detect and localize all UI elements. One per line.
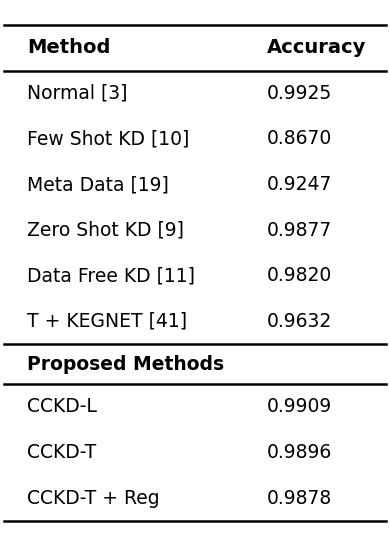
Text: Zero Shot KD [9]: Zero Shot KD [9]	[27, 221, 184, 240]
Text: 0.8670: 0.8670	[267, 130, 332, 148]
Text: 0.9877: 0.9877	[267, 221, 332, 240]
Text: Method: Method	[27, 38, 111, 57]
Text: 0.9896: 0.9896	[267, 443, 332, 462]
Text: CCKD-L: CCKD-L	[27, 398, 97, 416]
Text: Few Shot KD [10]: Few Shot KD [10]	[27, 130, 190, 148]
Text: 0.9820: 0.9820	[267, 266, 332, 285]
Text: CCKD-T + Reg: CCKD-T + Reg	[27, 489, 160, 508]
Text: Accuracy: Accuracy	[267, 38, 367, 57]
Text: T + KEGNET [41]: T + KEGNET [41]	[27, 312, 188, 331]
Text: 0.9909: 0.9909	[267, 398, 332, 416]
Text: Data Free KD [11]: Data Free KD [11]	[27, 266, 195, 285]
Text: Proposed Methods: Proposed Methods	[27, 355, 224, 374]
Text: 0.9632: 0.9632	[267, 312, 332, 331]
Text: 0.9247: 0.9247	[267, 175, 333, 194]
Text: 0.9878: 0.9878	[267, 489, 332, 508]
Text: Meta Data [19]: Meta Data [19]	[27, 175, 169, 194]
Text: 0.9925: 0.9925	[267, 84, 332, 103]
Text: CCKD-T: CCKD-T	[27, 443, 97, 462]
Text: Normal [3]: Normal [3]	[27, 84, 128, 103]
